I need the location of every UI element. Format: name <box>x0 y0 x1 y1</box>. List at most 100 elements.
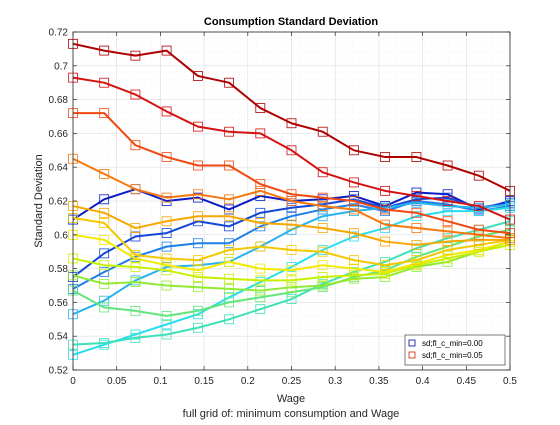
data-point-marker <box>224 283 234 294</box>
series-line <box>72 206 511 356</box>
data-point-marker <box>255 207 266 218</box>
x-tick-label: 0.3 <box>328 376 342 387</box>
data-point-marker <box>99 302 110 313</box>
data-point-marker <box>224 256 234 267</box>
data-point-marker <box>255 263 266 274</box>
data-point-marker <box>192 160 203 171</box>
data-point-marker <box>224 297 234 308</box>
series-line <box>72 42 511 192</box>
data-point-marker <box>317 246 328 257</box>
data-point-marker <box>349 177 359 188</box>
data-point-marker <box>192 272 203 282</box>
data-point-marker <box>224 314 234 325</box>
data-point-marker <box>130 140 141 151</box>
series-line <box>72 201 511 316</box>
data-point-marker <box>130 332 141 343</box>
data-point-marker <box>99 45 110 56</box>
series-3 <box>68 108 515 239</box>
series-line <box>73 112 511 235</box>
data-point-marker <box>224 126 234 137</box>
data-point-marker <box>286 282 297 293</box>
x-tick-label: 0.45 <box>457 376 477 387</box>
data-point-marker <box>286 196 297 206</box>
data-point-marker <box>99 234 110 245</box>
data-point-marker <box>224 77 234 88</box>
data-point-marker <box>349 196 359 206</box>
series-line <box>72 228 511 317</box>
series-line <box>72 233 511 273</box>
data-point-marker <box>161 280 172 291</box>
x-tick-label: 0.1 <box>153 376 167 387</box>
y-tick-labels: 0.52 0.54 0.56 0.58 0.6 0.62 0.64 0.66 0.68 0.7 0.… <box>49 28 69 377</box>
series-line <box>72 220 511 346</box>
data-point-marker <box>380 185 391 196</box>
data-point-marker <box>192 255 203 266</box>
legend-marker-1 <box>408 339 416 347</box>
data-point-marker <box>380 152 391 162</box>
legend-marker-2 <box>408 351 416 359</box>
data-point-marker <box>349 263 359 274</box>
data-point-marker <box>161 241 172 252</box>
data-point-marker <box>411 223 422 233</box>
data-point-marker <box>99 77 110 88</box>
data-point-marker <box>411 240 422 250</box>
legend-box <box>404 334 506 366</box>
data-point-marker <box>255 241 266 252</box>
data-point-marker <box>442 196 453 206</box>
data-point-marker <box>442 216 453 227</box>
data-point-marker <box>224 273 234 284</box>
data-point-marker <box>317 272 328 282</box>
data-point-marker <box>442 226 453 237</box>
data-point-marker <box>130 184 141 195</box>
data-point-marker <box>380 267 391 277</box>
data-point-marker <box>99 260 110 271</box>
data-point-marker <box>349 204 359 215</box>
y-tick-label: 0.62 <box>49 197 69 208</box>
y-tick-label: 0.6 <box>54 230 68 241</box>
y-tick-label: 0.54 <box>49 332 69 343</box>
data-point-marker <box>130 231 141 242</box>
data-point-marker <box>224 245 234 255</box>
data-point-marker <box>349 228 359 239</box>
data-point-marker <box>317 260 328 271</box>
data-point-marker <box>255 275 266 286</box>
x-tick-label: 0.25 <box>282 376 302 387</box>
data-point-marker <box>255 218 266 228</box>
data-point-marker <box>161 319 172 330</box>
data-point-marker <box>99 278 110 289</box>
data-point-marker <box>286 118 297 129</box>
legend-label-1: sd;fl_c_min=0.00 <box>422 339 483 348</box>
data-point-marker <box>224 160 234 171</box>
data-point-marker <box>255 292 266 303</box>
data-point-marker <box>130 277 141 288</box>
data-point-marker <box>473 201 484 211</box>
series-group <box>68 38 515 360</box>
data-point-marker <box>286 275 297 286</box>
series-line <box>72 205 510 246</box>
data-point-marker <box>317 126 328 137</box>
data-point-marker <box>255 285 266 296</box>
series-line <box>72 240 511 292</box>
data-point-marker <box>161 329 172 340</box>
legend: sd;fl_c_min=0.00 sd;fl_c_min=0.05 <box>404 334 506 366</box>
y-tick-label: 0.72 <box>49 28 69 39</box>
x-tick-label: 0.4 <box>416 376 430 387</box>
data-point-marker <box>161 253 172 264</box>
data-point-marker <box>380 219 391 230</box>
data-point-marker <box>99 194 110 205</box>
legend-label-2: sd;fl_c_min=0.05 <box>422 351 483 360</box>
data-point-marker <box>349 145 359 156</box>
data-point-marker <box>99 218 110 228</box>
data-point-marker <box>192 189 203 200</box>
data-point-marker <box>224 204 234 215</box>
data-point-marker <box>317 192 328 203</box>
data-point-marker <box>317 280 328 291</box>
x-axis-label: Wage <box>277 393 305 405</box>
data-point-marker <box>411 197 422 208</box>
chart-title: Consumption Standard Deviation <box>204 16 378 28</box>
data-point-marker <box>192 71 203 81</box>
data-point-marker <box>442 236 453 247</box>
data-point-marker <box>411 191 422 201</box>
data-point-marker <box>224 221 234 232</box>
